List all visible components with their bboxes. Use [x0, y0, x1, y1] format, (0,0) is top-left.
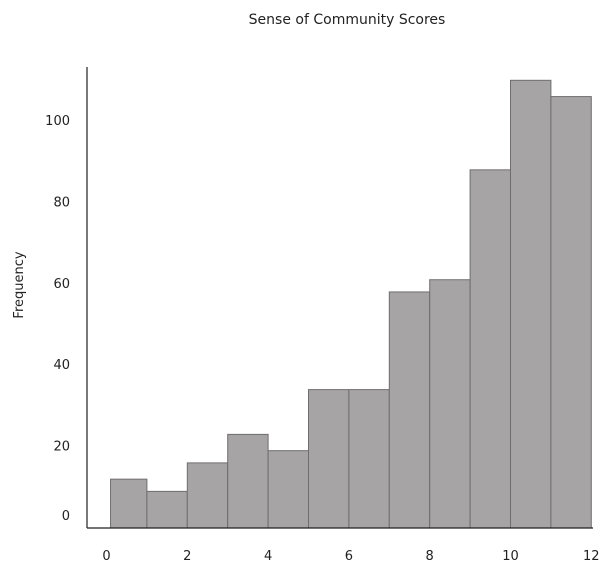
x-tick-labels: 0 2 4 6 8 10 12 [102, 549, 599, 562]
y-axis-label: Frequency [12, 251, 27, 318]
histogram-bar [186, 462, 229, 529]
histogram-bar [308, 389, 350, 529]
x-tick-label: 10 [502, 549, 519, 562]
chart-title: Sense of Community Scores [249, 12, 446, 28]
x-tick-label: 4 [264, 549, 272, 562]
bars-group [110, 79, 592, 529]
y-tick-label: 20 [53, 440, 70, 455]
histogram-bar [227, 433, 269, 529]
x-tick-label: 12 [583, 549, 600, 562]
histogram-bar [429, 279, 471, 529]
histogram-bar [469, 169, 512, 529]
y-tick-label: 0 [62, 509, 70, 524]
histogram-bar [110, 478, 148, 529]
y-tick-label: 80 [53, 195, 70, 210]
y-tick-label: 40 [53, 358, 70, 373]
histogram-bar [146, 490, 188, 529]
x-tick-label: 6 [345, 549, 353, 562]
y-tick-labels: 0 20 40 60 80 100 [45, 114, 70, 524]
histogram-bar [510, 79, 552, 529]
histogram-bar [388, 291, 431, 529]
y-tick-label: 100 [45, 114, 70, 129]
histogram-bar [348, 389, 390, 529]
histogram-bar [267, 450, 310, 529]
x-tick-label: 2 [183, 549, 191, 562]
x-tick-label: 0 [102, 549, 110, 562]
histogram-bar [550, 96, 592, 529]
y-tick-label: 60 [53, 277, 70, 292]
x-tick-label: 8 [426, 549, 434, 562]
